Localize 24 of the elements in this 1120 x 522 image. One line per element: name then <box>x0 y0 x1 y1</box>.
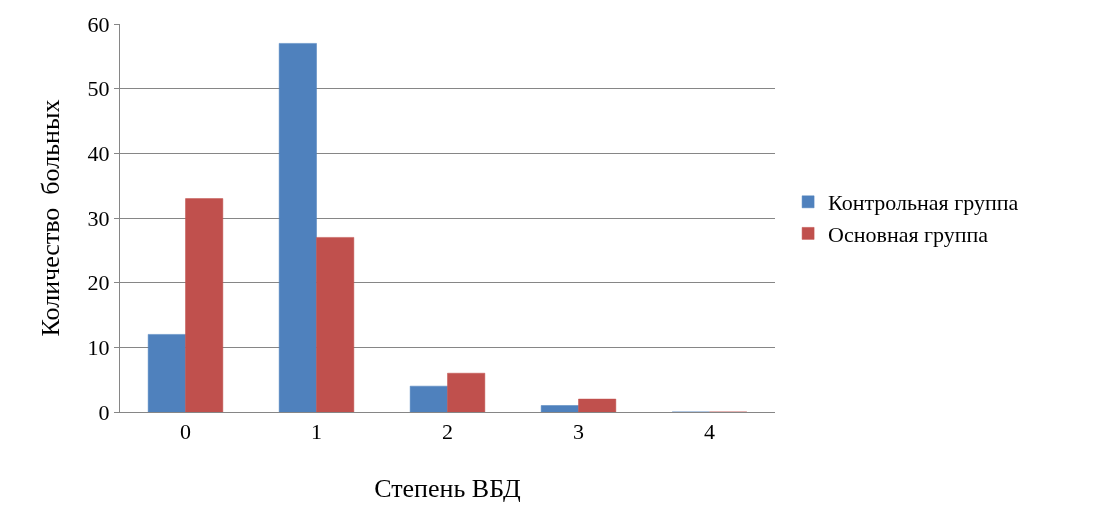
y-tick-label: 30 <box>87 205 110 231</box>
legend-label: Контрольная группа <box>828 190 1019 216</box>
y-tick-label: 0 <box>98 399 110 425</box>
y-tick-label: 60 <box>87 11 110 37</box>
x-tick-label: 0 <box>180 419 191 445</box>
bar <box>147 334 186 412</box>
x-axis-title: Степень ВБД <box>374 474 522 504</box>
y-tick-label: 50 <box>87 76 110 102</box>
x-tick-label: 1 <box>311 419 322 445</box>
x-tick-label: 4 <box>704 419 715 445</box>
x-tick-label: 2 <box>442 419 453 445</box>
bar <box>185 198 224 412</box>
bar <box>409 385 448 412</box>
legend-label: Основная группа <box>828 221 989 247</box>
bar <box>540 405 579 412</box>
bar <box>578 398 617 412</box>
y-tick-label: 10 <box>87 335 110 361</box>
y-tick-label: 40 <box>87 141 110 167</box>
bar <box>278 43 317 412</box>
y-tick-label: 20 <box>87 270 110 296</box>
x-tick-label: 3 <box>573 419 584 445</box>
bar <box>447 372 486 412</box>
y-axis-title: Количество больных <box>36 99 65 337</box>
bar <box>316 237 355 412</box>
